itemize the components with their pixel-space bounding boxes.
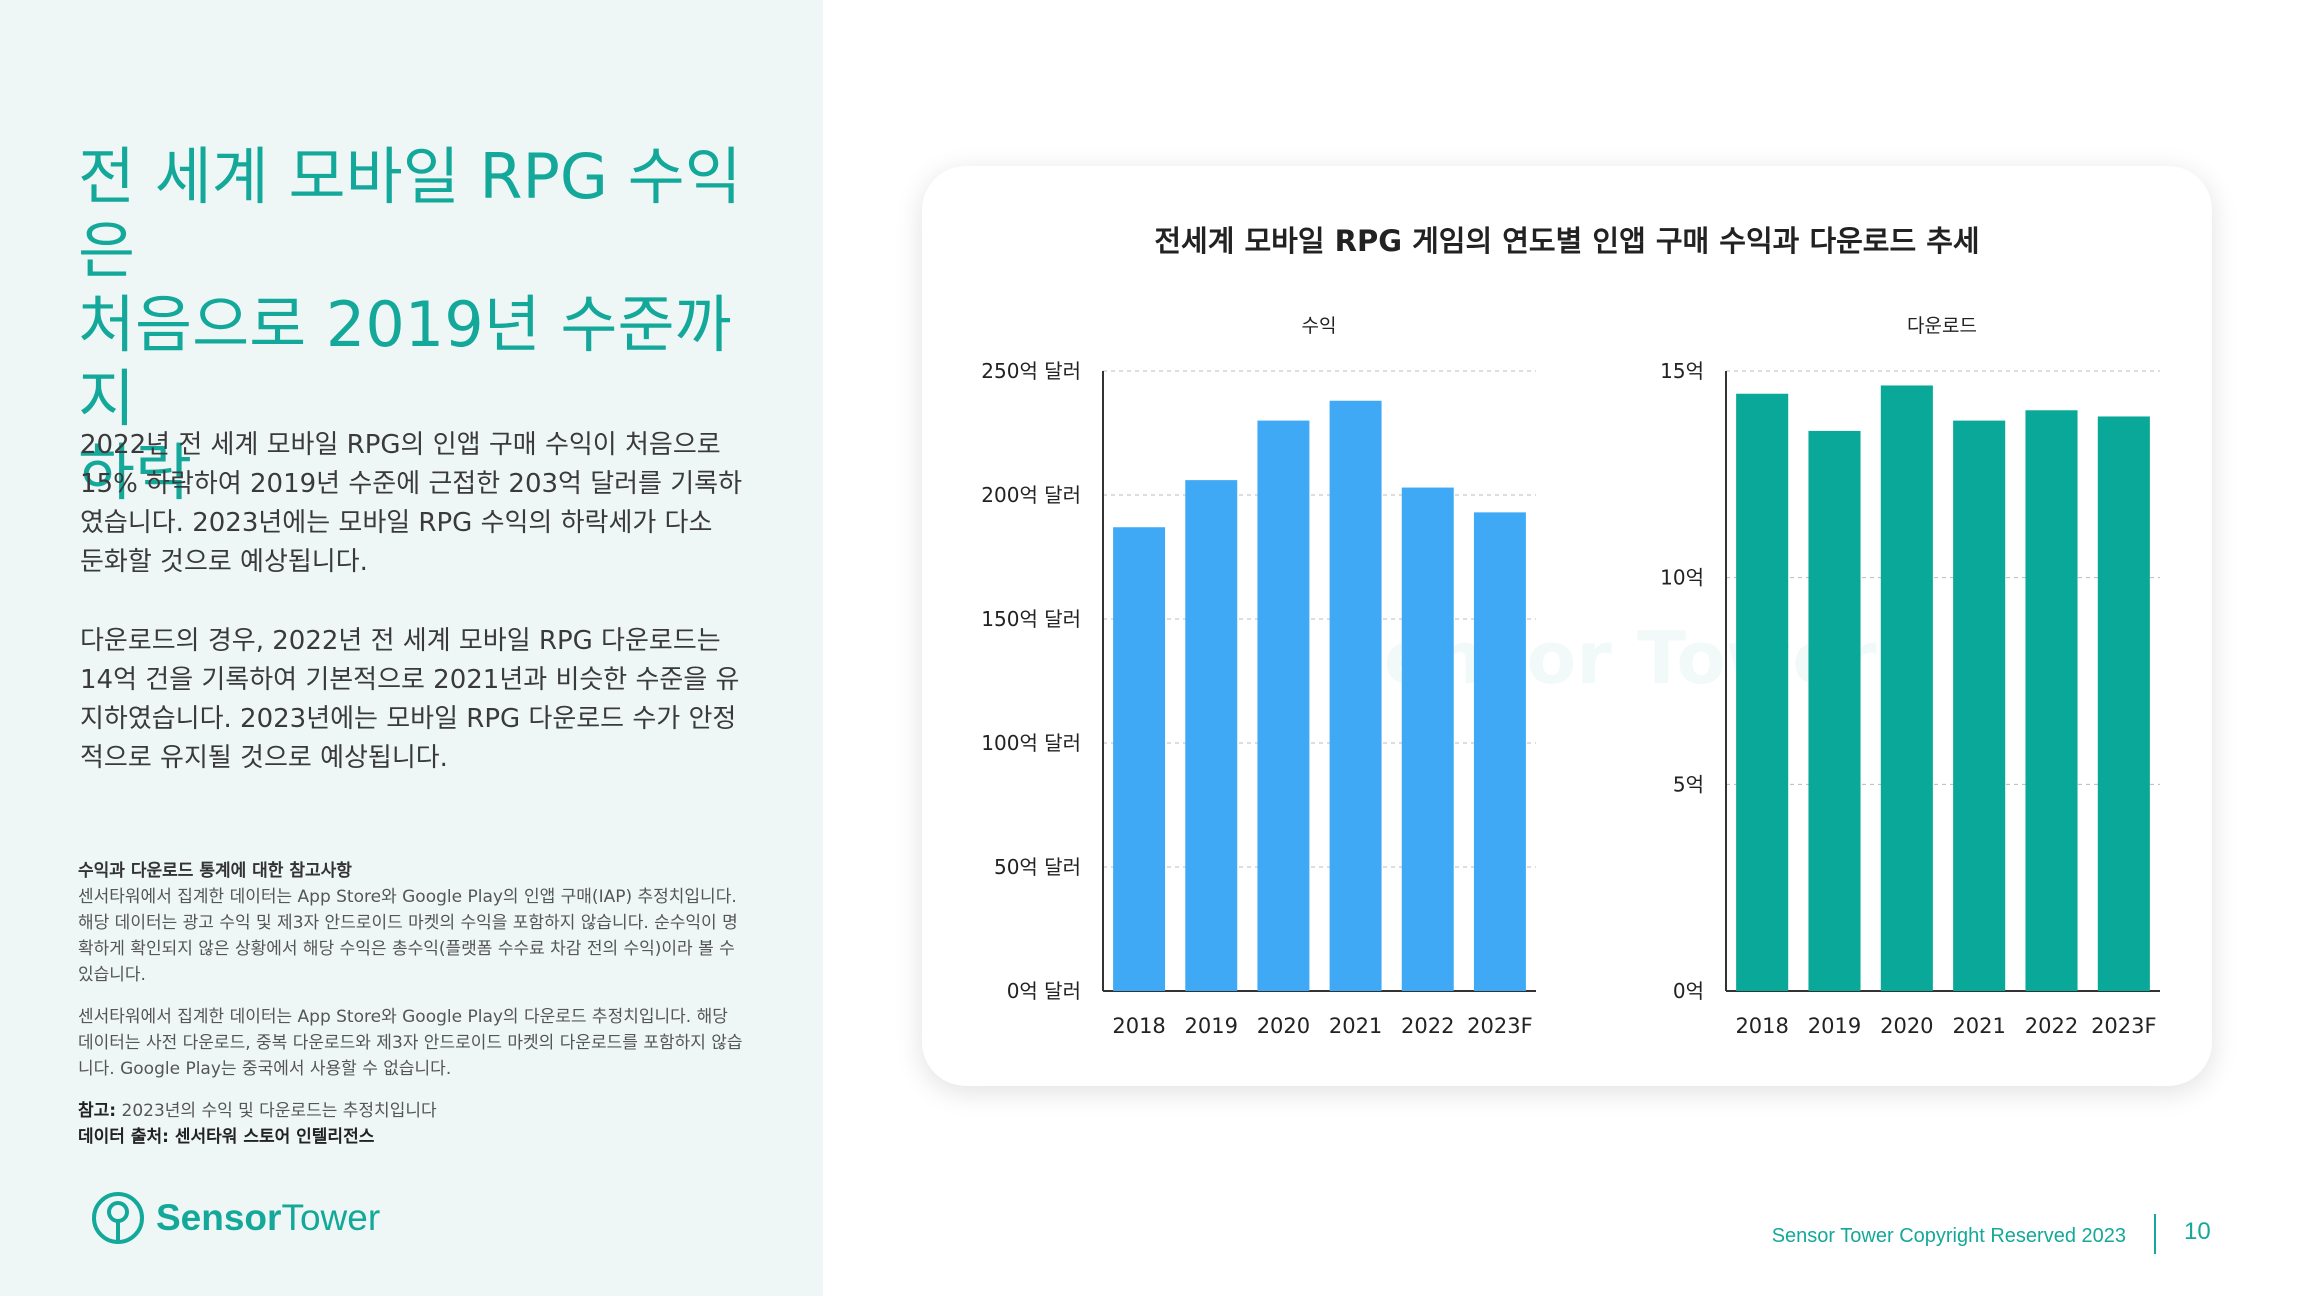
charts-svg: 수익 0억 달러 50억 달러 100억 달러 150억 달러 200억 달러 250억 달… — [981, 315, 2160, 1038]
chart-revenue-x-tick-label: 2019 — [1185, 1014, 1238, 1038]
download-note: 센서타워에서 집계한 데이터는 App Store와 Google Play의 … — [78, 1007, 743, 1079]
page-headline: 전 세계 모바일 RPG 수익은 처음으로 2019년 수준까지 하락 — [78, 140, 758, 510]
logo-word-tower: Tower — [281, 1197, 381, 1238]
chart-downloads-x-tick-label: 2021 — [1952, 1014, 2005, 1038]
footer-divider — [2154, 1214, 2156, 1254]
paragraph-downloads: 다운로드의 경우, 2022년 전 세계 모바일 RPG 다운로드는 14억 건… — [80, 626, 740, 773]
headline-line-2: 처음으로 2019년 수준까지 — [78, 288, 732, 435]
notes-title: 수익과 다운로드 통계에 대한 참고사항 — [78, 861, 352, 881]
chart-downloads-bar-2020 — [1880, 385, 1933, 991]
chart-downloads-bar-2019 — [1808, 430, 1861, 991]
logo-word-sensor: Sensor — [156, 1197, 282, 1238]
chart-revenue-y-tick-label: 0억 달러 — [1007, 979, 1081, 1003]
left-panel — [0, 0, 823, 1296]
reference-label: 참고: — [78, 1101, 117, 1121]
chart-downloads-x-tick-label: 2019 — [1808, 1014, 1861, 1038]
source-label: 데이터 출처: 센서타워 스토어 인텔리전스 — [78, 1127, 375, 1147]
chart-revenue-y-tick-label: 50억 달러 — [994, 855, 1081, 879]
chart-revenue-x-tick-label: 2023F — [1467, 1014, 1533, 1038]
reference-text: 2023년의 수익 및 다운로드는 추정치입니다 — [121, 1101, 437, 1121]
chart-revenue-x-tick-label: 2018 — [1112, 1014, 1165, 1038]
chart-revenue-bar-2019 — [1185, 480, 1238, 991]
chart-revenue-bar-2020 — [1257, 420, 1310, 992]
chart-revenue-subtitle: 수익 — [1302, 315, 1337, 337]
page-number: 10 — [2184, 1218, 2211, 1245]
chart-revenue-x-tick-label: 2020 — [1257, 1014, 1310, 1038]
headline-line-1: 전 세계 모바일 RPG 수익은 — [78, 140, 742, 287]
chart-downloads-subtitle: 다운로드 — [1907, 315, 1977, 337]
chart-revenue-bar-2023F — [1473, 512, 1526, 991]
chart-revenue-bar-2018 — [1113, 527, 1166, 991]
chart-downloads-y-tick-label: 5억 — [1673, 772, 1704, 796]
chart-downloads-x-tick-label: 2022 — [2025, 1014, 2078, 1038]
chart-downloads-bar-2022 — [2025, 410, 2078, 991]
source-note: 데이터 출처: 센서타워 스토어 인텔리전스 — [78, 1124, 748, 1150]
chart-revenue-x-tick-label: 2021 — [1329, 1014, 1382, 1038]
chart-downloads-bar-2023F — [2097, 416, 2150, 991]
chart-downloads-y-tick-label: 0억 — [1673, 979, 1704, 1003]
chart-revenue-bar-2022 — [1401, 487, 1454, 991]
sensor-tower-logo: SensorTower — [90, 1190, 380, 1246]
notes-section: 수익과 다운로드 통계에 대한 참고사항 센서타워에서 집계한 데이터는 App… — [78, 858, 748, 1150]
chart-downloads-x-tick-label: 2023F — [2091, 1014, 2157, 1038]
chart-downloads-y-tick-label: 10억 — [1660, 566, 1704, 590]
chart-downloads-x-tick-label: 2020 — [1880, 1014, 1933, 1038]
footer-copyright: Sensor Tower Copyright Reserved 2023 — [1771, 1225, 2126, 1247]
paragraph-revenue: 2022년 전 세계 모바일 RPG의 인앱 구매 수익이 처음으로 15% 하… — [80, 430, 742, 577]
chart-downloads-bar-2018 — [1736, 393, 1789, 991]
chart-revenue-bar-2021 — [1329, 400, 1382, 991]
chart-downloads-y-tick-label: 15억 — [1660, 359, 1704, 383]
chart-revenue-y-tick-label: 100억 달러 — [981, 731, 1081, 755]
chart-revenue-y-tick-label: 200억 달러 — [981, 483, 1081, 507]
chart-revenue-x-tick-label: 2022 — [1401, 1014, 1454, 1038]
chart-revenue-y-tick-label: 150억 달러 — [981, 607, 1081, 631]
revenue-note: 센서타워에서 집계한 데이터는 App Store와 Google Play의 … — [78, 887, 738, 985]
chart-downloads-x-tick-label: 2018 — [1735, 1014, 1788, 1038]
chart-title: 전세계 모바일 RPG 게임의 연도별 인앱 구매 수익과 다운로드 추세 — [1154, 224, 1980, 258]
sensor-tower-logo-icon — [92, 1192, 144, 1244]
headline-line-3: 하락 — [78, 436, 193, 509]
reference-note: 참고: 2023년의 수익 및 다운로드는 추정치입니다 — [78, 1098, 748, 1124]
logo-wordmark: SensorTower — [156, 1197, 380, 1239]
chart-card: 전세계 모바일 RPG 게임의 연도별 인앱 구매 수익과 다운로드 추세 Se… — [922, 166, 2212, 1086]
chart-revenue-y-tick-label: 250억 달러 — [981, 359, 1081, 383]
chart-downloads-bar-2021 — [1953, 420, 2006, 992]
